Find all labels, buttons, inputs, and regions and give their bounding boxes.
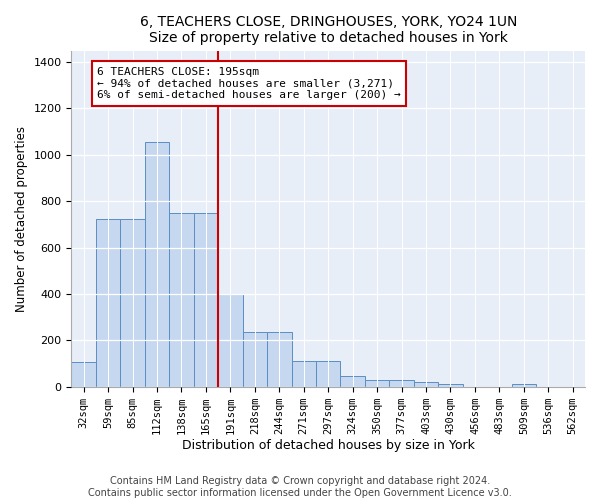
Text: 6 TEACHERS CLOSE: 195sqm
← 94% of detached houses are smaller (3,271)
6% of semi: 6 TEACHERS CLOSE: 195sqm ← 94% of detach… — [97, 67, 401, 100]
Text: Contains HM Land Registry data © Crown copyright and database right 2024.
Contai: Contains HM Land Registry data © Crown c… — [88, 476, 512, 498]
Bar — [121, 218, 145, 386]
Bar — [389, 380, 414, 386]
Bar — [242, 332, 267, 386]
Bar — [169, 213, 194, 386]
Bar — [365, 380, 389, 386]
Bar — [194, 214, 218, 386]
Bar — [512, 384, 536, 386]
Bar — [218, 294, 242, 386]
Bar — [414, 382, 438, 386]
Bar — [340, 376, 365, 386]
X-axis label: Distribution of detached houses by size in York: Distribution of detached houses by size … — [182, 440, 475, 452]
Bar — [292, 360, 316, 386]
Bar — [145, 142, 169, 386]
Bar — [71, 362, 96, 386]
Bar — [267, 332, 292, 386]
Bar — [438, 384, 463, 386]
Y-axis label: Number of detached properties: Number of detached properties — [15, 126, 28, 312]
Title: 6, TEACHERS CLOSE, DRINGHOUSES, YORK, YO24 1UN
Size of property relative to deta: 6, TEACHERS CLOSE, DRINGHOUSES, YORK, YO… — [140, 15, 517, 45]
Bar — [96, 220, 121, 386]
Bar — [316, 360, 340, 386]
